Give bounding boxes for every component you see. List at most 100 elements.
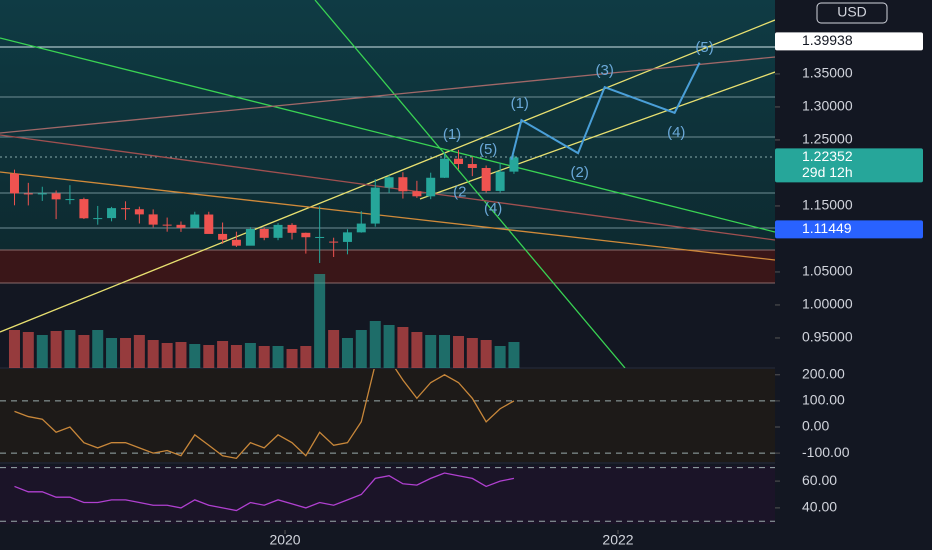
y-tick-label: 1.30000 [802, 98, 853, 114]
cci-tick-label: 0.00 [802, 418, 829, 434]
candle-body [287, 224, 297, 233]
candle-body [121, 208, 131, 210]
candle-body [162, 224, 172, 226]
volume-bar [217, 341, 229, 368]
candle-body [356, 223, 366, 233]
wave-label: (2) [571, 164, 589, 181]
candle-body [495, 171, 505, 191]
volume-bar [355, 330, 367, 368]
volume-bar [78, 335, 90, 368]
candle-body [37, 193, 47, 195]
rsi-pane [0, 466, 775, 524]
cci-tick-label: 200.00 [802, 365, 845, 381]
wave-label: (4) [667, 124, 685, 141]
candle-body [23, 193, 33, 195]
candle-body [384, 177, 394, 188]
candle-body [301, 232, 311, 238]
volume-bar [8, 330, 20, 368]
currency[interactable]: USD [837, 4, 867, 20]
volume-bar [64, 330, 76, 368]
candle-body [107, 208, 117, 219]
price-countdown: 29d 12h [802, 164, 853, 180]
volume-bar [314, 274, 326, 368]
price-pane: (1) (5) (2 (4) (1) (2) (3) (4) (5) [8, 39, 714, 368]
volume-bar [453, 336, 465, 368]
x-tick-label: 2022 [602, 532, 633, 548]
volume-bar [106, 338, 118, 368]
candle-body [218, 233, 228, 240]
candle-body [273, 224, 283, 238]
wave-label: (3) [596, 62, 614, 79]
candle-body [134, 209, 144, 215]
candle-body [329, 241, 339, 243]
wave-label: (5) [479, 141, 497, 158]
candle-body [454, 158, 464, 165]
wave-projection [510, 62, 701, 160]
volume-bar [133, 335, 145, 368]
wave-label: (5) [695, 39, 713, 56]
candle-body [342, 232, 352, 242]
candle-body [9, 173, 19, 194]
cci-lines [0, 369, 775, 460]
y-tick-label: 1.00000 [802, 296, 853, 312]
y-tick-label: 1.15000 [802, 197, 853, 213]
rsi-tick-label: 60.00 [802, 472, 837, 488]
zone-red [0, 250, 775, 283]
candle-body [481, 167, 491, 191]
candle-body [440, 158, 450, 178]
rsi-lines [0, 467, 775, 522]
cci-tick-label: 100.00 [802, 392, 845, 408]
volume-bar [161, 343, 173, 368]
volume-bar [203, 345, 215, 368]
candle-body [398, 177, 408, 192]
candle-body [51, 193, 61, 200]
volume-bar [258, 346, 270, 368]
volume-bar [397, 327, 409, 368]
volume-bar [120, 338, 132, 368]
candle-body [412, 191, 422, 197]
volume-bar [272, 346, 284, 368]
volume-bar [92, 330, 104, 368]
cci-line [14, 369, 515, 460]
candle-body [65, 199, 75, 201]
volume-bar [494, 346, 506, 368]
candle-body [509, 157, 519, 172]
zone-green [0, 0, 775, 250]
wave-label: (1) [443, 126, 461, 143]
volume-bar [411, 332, 423, 368]
candle-body [93, 218, 103, 220]
volume-bar [300, 346, 312, 368]
volume-bar [341, 338, 353, 368]
wave-label: (2 [453, 184, 466, 201]
y-tick-label: 0.95000 [802, 329, 853, 345]
volume-bar [147, 340, 159, 368]
candle-body [231, 239, 241, 246]
candle-body [79, 199, 89, 219]
candle-body [259, 228, 269, 238]
price-label-box [775, 32, 923, 51]
candle-body [204, 214, 214, 234]
volume-bar [328, 330, 340, 368]
cci-pane [0, 369, 775, 462]
wave-label: (4) [484, 200, 502, 217]
volume-bar [244, 343, 256, 368]
rsi-tick-label: 40.00 [802, 499, 837, 515]
trendlines [0, 0, 775, 368]
volume-bar [480, 340, 492, 368]
x-tick-label: 2020 [269, 532, 300, 548]
volume-bar [425, 335, 437, 368]
candle-body [370, 187, 380, 224]
cci-tick-label: -100.00 [802, 444, 850, 460]
y-tick-label: 1.05000 [802, 263, 853, 279]
currency-button[interactable] [816, 2, 888, 24]
levels [0, 46, 775, 464]
y-tick-label: 1.35000 [802, 65, 853, 81]
volume-bar [466, 338, 478, 368]
volume-bar [369, 321, 381, 368]
volume-bar [175, 342, 187, 368]
candle-body [467, 164, 477, 168]
price-label-box [775, 220, 923, 239]
price-label: 1.11449 [802, 220, 852, 236]
volume-bar [383, 325, 395, 368]
